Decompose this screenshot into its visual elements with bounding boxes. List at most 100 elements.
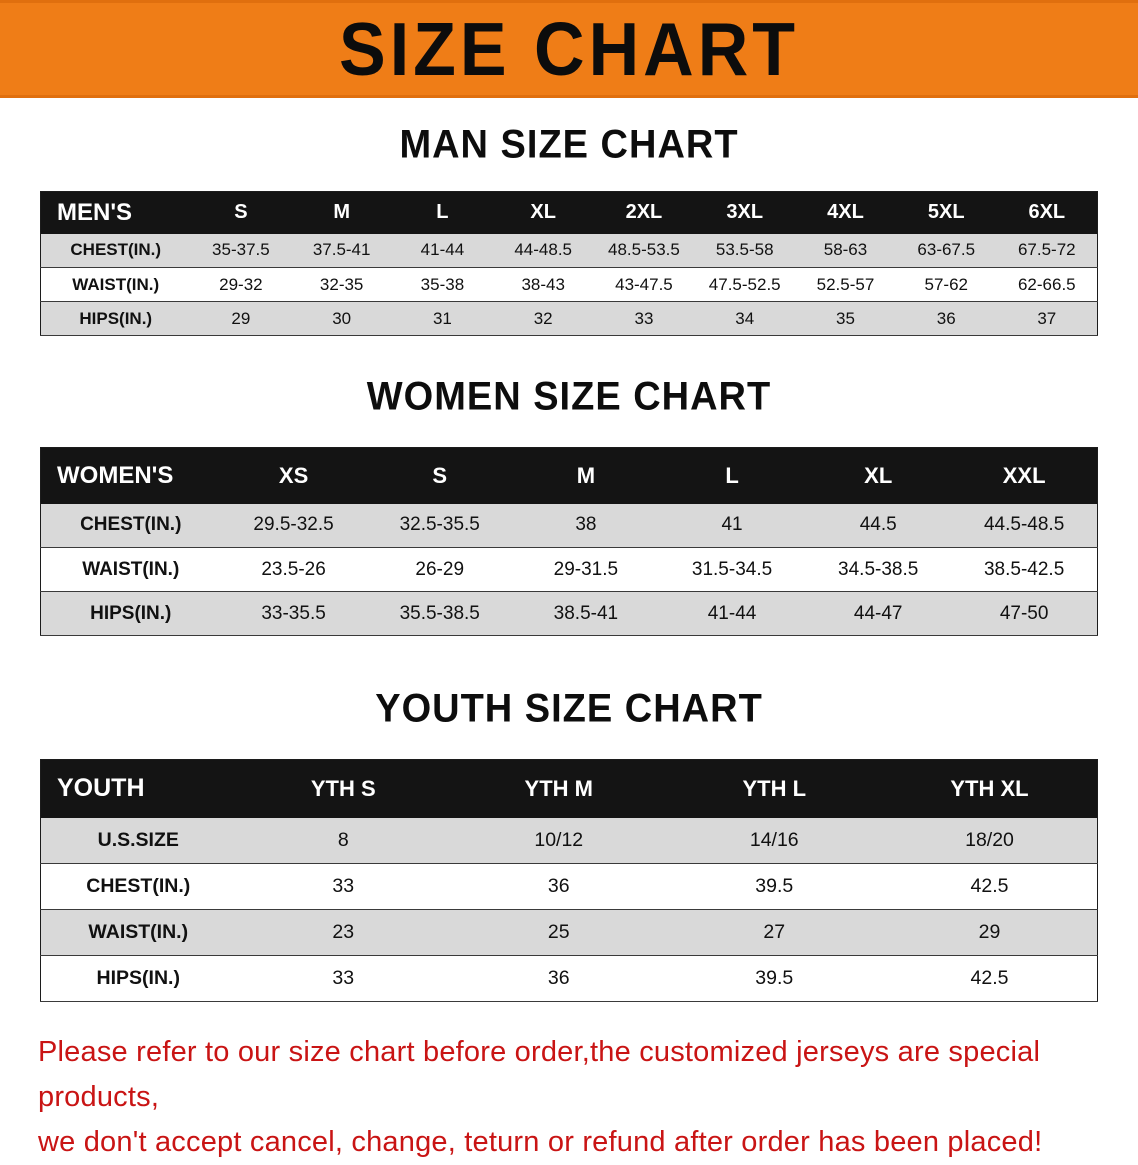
size-value: 31.5-34.5	[691, 558, 773, 580]
size-value: 26-29	[415, 558, 465, 580]
women-size-table: WOMEN'S XS S M L XL XXL CHEST(IN.) 29.5-32.5 32.…	[40, 447, 1098, 636]
size-value: 43-47.5	[615, 274, 673, 294]
row-label: CHEST(IN.)	[70, 240, 162, 260]
size-value: 47.5-52.5	[708, 274, 781, 294]
size-value: 31	[432, 308, 452, 328]
size-value: 44.5	[859, 514, 897, 536]
size-column-header: S	[432, 462, 448, 488]
row-label: WAIST(IN.)	[88, 921, 189, 943]
size-value: 62-66.5	[1017, 274, 1076, 294]
size-column-header: YTH XL	[950, 775, 1029, 801]
women-table-header-row: WOMEN'S XS S M L XL XXL	[40, 447, 1098, 504]
row-label: U.S.SIZE	[97, 828, 179, 851]
size-column-header: YTH S	[310, 775, 376, 801]
size-value: 36	[547, 875, 570, 897]
size-value: 38-43	[521, 274, 565, 294]
size-value: 36	[547, 967, 570, 989]
size-value: 42.5	[970, 875, 1009, 897]
size-value: 8	[337, 828, 349, 851]
disclaimer-line-1: Please refer to our size chart before or…	[38, 1036, 1041, 1113]
size-value: 39.5	[755, 875, 794, 897]
size-value: 33	[634, 308, 654, 328]
table-row: HIPS(IN.) 33-35.5 35.5-38.5 38.5-41 41-44 44-…	[40, 591, 1098, 636]
table-row: HIPS(IN.) 33 36 39.5 42.5	[40, 955, 1098, 1002]
table-row: WAIST(IN.) 23 25 27 29	[40, 909, 1098, 956]
size-value: 29.5-32.5	[253, 514, 334, 536]
size-column-header: S	[234, 201, 248, 224]
size-value: 38.5-42.5	[983, 558, 1065, 580]
size-value: 37	[1037, 308, 1057, 328]
banner: SIZE CHART	[0, 0, 1138, 98]
youth-section-heading: YOUTH SIZE CHART	[375, 687, 763, 731]
size-value: 30	[332, 308, 352, 328]
size-value: 41-44	[420, 240, 465, 260]
table-corner-label: WOMEN'S	[57, 461, 174, 489]
size-column-header: M	[333, 201, 350, 224]
size-value: 37.5-41	[312, 240, 371, 260]
size-value: 32.5-35.5	[399, 514, 480, 536]
size-value: 34.5-38.5	[838, 558, 919, 580]
size-value: 42.5	[970, 967, 1009, 989]
men-section-heading: MAN SIZE CHART	[399, 123, 739, 167]
disclaimer-line-2: we don't accept cancel, change, teturn o…	[38, 1125, 1043, 1158]
table-row: WAIST(IN.) 23.5-26 26-29 29-31.5 31.5-34.5 34…	[40, 547, 1098, 592]
disclaimer: Please refer to our size chart before or…	[38, 1030, 1100, 1165]
size-value: 35-38	[420, 274, 465, 294]
size-value: 34	[735, 308, 755, 328]
size-column-header: XS	[278, 462, 309, 488]
women-section: WOMEN SIZE CHART WOMEN'S XS S M L XL XXL CHEST…	[0, 375, 1138, 636]
size-column-header: 5XL	[927, 201, 965, 224]
size-value: 35.5-38.5	[399, 602, 480, 624]
row-label: WAIST(IN.)	[82, 558, 180, 580]
youth-table-header-row: YOUTH YTH S YTH M YTH L YTH XL	[40, 759, 1098, 818]
men-size-table: MEN'S S M L XL 2XL 3XL 4XL 5XL 6XL CHEST(IN.) 35-3…	[40, 191, 1098, 336]
youth-section: YOUTH SIZE CHART YOUTH YTH S YTH M YTH L YTH…	[0, 687, 1138, 1002]
size-value: 44-47	[853, 602, 903, 624]
size-value: 25	[547, 921, 570, 943]
size-value: 14/16	[749, 828, 799, 851]
size-value: 57-62	[924, 274, 968, 294]
youth-size-table: YOUTH YTH S YTH M YTH L YTH XL U.S.SIZE 8 10/1…	[40, 759, 1098, 1002]
size-value: 53.5-58	[715, 240, 774, 260]
size-value: 32	[533, 308, 553, 328]
table-row: CHEST(IN.) 33 36 39.5 42.5	[40, 863, 1098, 910]
table-corner-label: YOUTH	[57, 774, 145, 803]
size-value: 32-35	[319, 274, 364, 294]
size-column-header: 4XL	[827, 201, 864, 224]
table-row: CHEST(IN.) 35-37.5 37.5-41 41-44 44-48.5 48.5…	[40, 233, 1098, 268]
size-value: 27	[763, 921, 786, 943]
size-value: 36	[936, 308, 956, 328]
size-column-header: XXL	[1002, 462, 1046, 488]
size-value: 48.5-53.5	[608, 240, 680, 260]
table-corner-label: MEN'S	[57, 198, 133, 226]
size-value: 38	[575, 514, 597, 536]
table-row: U.S.SIZE 8 10/12 14/16 18/20	[40, 817, 1098, 864]
table-row: CHEST(IN.) 29.5-32.5 32.5-35.5 38 41 44.5 44.5…	[40, 503, 1098, 548]
size-value: 35	[836, 308, 855, 328]
size-value: 44-48.5	[514, 240, 573, 260]
size-column-header: L	[436, 201, 449, 224]
size-value: 41-44	[707, 602, 757, 624]
size-column-header: XL	[864, 462, 893, 488]
size-column-header: YTH L	[742, 775, 807, 801]
size-value: 58-63	[823, 240, 868, 260]
row-label: CHEST(IN.)	[86, 875, 191, 897]
size-value: 44.5-48.5	[983, 514, 1065, 536]
size-value: 33	[332, 967, 355, 989]
size-value: 39.5	[755, 967, 794, 989]
size-value: 29	[978, 921, 1001, 943]
size-value: 29-32	[219, 274, 263, 294]
men-section: MAN SIZE CHART MEN'S S M L XL 2XL 3XL 4XL 5XL 6XL…	[0, 123, 1138, 336]
row-label: HIPS(IN.)	[79, 308, 153, 328]
size-column-header: 2XL	[625, 201, 663, 224]
size-value: 23.5-26	[261, 558, 326, 580]
size-value: 10/12	[534, 828, 584, 851]
size-value: 67.5-72	[1017, 240, 1076, 260]
size-value: 29	[231, 308, 251, 328]
row-label: HIPS(IN.)	[96, 967, 180, 989]
size-value: 52.5-57	[816, 274, 875, 294]
size-value: 41	[721, 514, 743, 536]
size-value: 63-67.5	[917, 240, 976, 260]
size-value: 23	[332, 921, 355, 943]
